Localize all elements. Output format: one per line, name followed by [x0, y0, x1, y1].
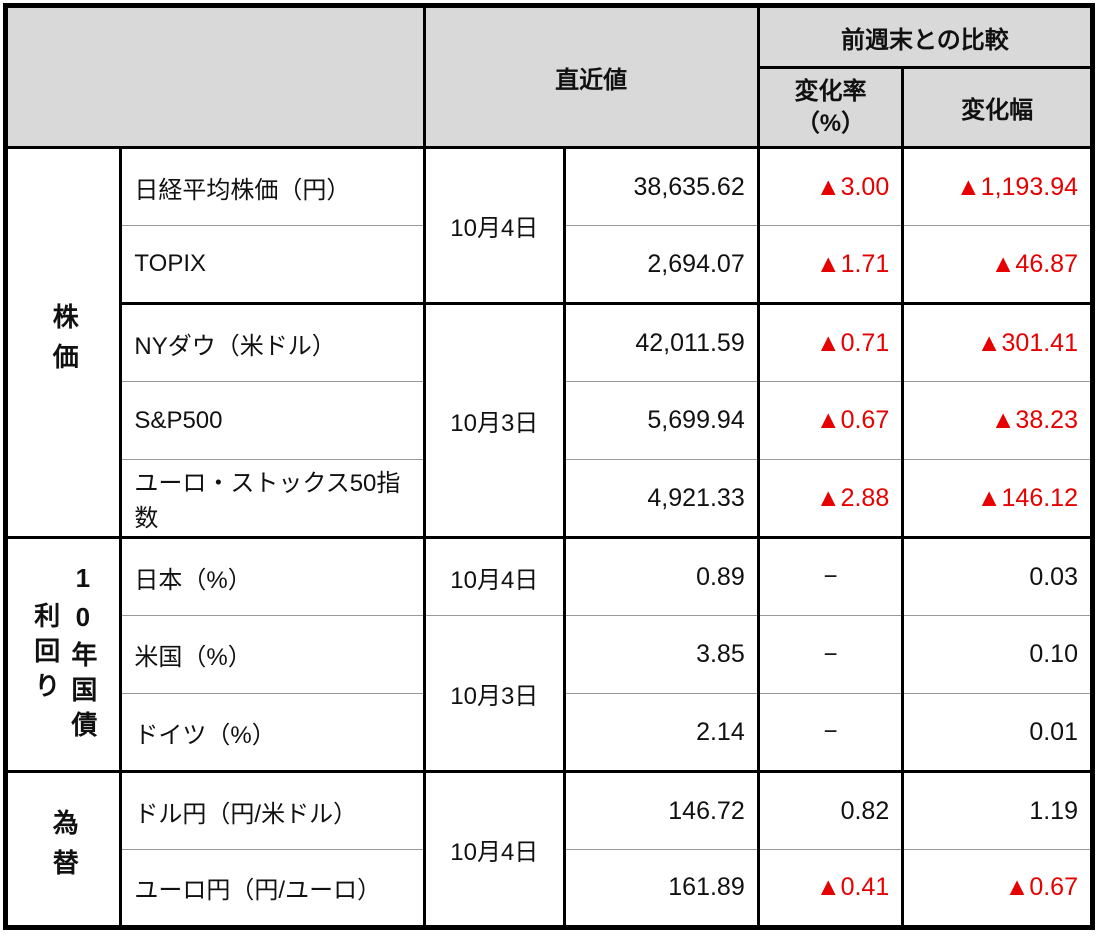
instrument-name: ドル円（円/米ドル） — [119, 770, 426, 850]
instrument-name: TOPIX — [119, 225, 426, 304]
instrument-name: ユーロ円（円/ユーロ） — [119, 849, 426, 928]
observation-date: 10月3日 — [422, 615, 567, 772]
table-row: ユーロ・ストックス50指数 4,921.33 ▲2.88 ▲146.12 — [6, 459, 1094, 538]
change-width-cell: 0.03 — [901, 536, 1094, 616]
table-row: 為替 ドル円（円/米ドル） 10月4日 146.72 0.82 1.19 — [3, 770, 1094, 928]
change-rate-cell: − — [756, 536, 905, 616]
change-width-cell: 1.19 — [901, 770, 1094, 850]
table-row: 利回り 10年国債 日本（%） 10月4日 0.89 − 0.03 — [3, 536, 1094, 772]
change-width-cell: 0.01 — [901, 693, 1094, 772]
table-row: ユーロ円（円/ユーロ） 161.89 ▲0.41 ▲0.67 — [6, 849, 1094, 928]
observation-date: 10月4日 — [422, 536, 567, 616]
observation-date: 10月4日 — [422, 147, 567, 304]
latest-value-cell: 5,699.94 — [563, 381, 760, 460]
change-rate-cell: ▲0.71 — [756, 302, 905, 382]
latest-value-cell: 2.14 — [563, 693, 760, 772]
table-row: 米国（%） 10月3日 3.85 − 0.10 — [6, 615, 1094, 772]
group-label-stocks: 株価 — [3, 147, 123, 538]
instrument-name: 米国（%） — [119, 615, 426, 694]
latest-value-cell: 42,011.59 — [563, 302, 760, 382]
table-row: ドイツ（%） 2.14 − 0.01 — [6, 693, 1094, 772]
observation-date: 10月3日 — [422, 302, 567, 538]
change-rate-cell: − — [756, 615, 905, 694]
latest-value-cell: 146.72 — [563, 770, 760, 850]
group-label-bond-yield: 利回り 10年国債 — [3, 536, 123, 772]
latest-value-cell: 4,921.33 — [563, 459, 760, 538]
header-change-rate: 変化率 （%） — [756, 66, 905, 149]
latest-value-cell: 161.89 — [563, 849, 760, 928]
change-rate-cell: ▲2.88 — [756, 459, 905, 538]
group-label-bond-yield-right: 10年国債 — [67, 563, 98, 746]
latest-value-cell: 3.85 — [563, 615, 760, 694]
change-width-cell: ▲1,193.94 — [901, 147, 1094, 226]
table-row: 株価 日経平均株価（円） 10月4日 38,635.62 ▲3.00 ▲1,19… — [3, 147, 1094, 538]
change-width-cell: 0.10 — [901, 615, 1094, 694]
observation-date: 10月4日 — [422, 770, 567, 928]
latest-value-cell: 2,694.07 — [563, 225, 760, 304]
group-label-bond-yield-left: 利回り — [30, 602, 61, 707]
table-row: NYダウ（米ドル） 10月3日 42,011.59 ▲0.71 ▲301.41 — [6, 302, 1094, 538]
instrument-name: 日本（%） — [119, 536, 426, 616]
instrument-name: ユーロ・ストックス50指数 — [119, 459, 426, 538]
market-summary-table: 直近値 前週末との比較 変化率 （%） 変化幅 株価 日経平均株価（円） 10月… — [3, 3, 1095, 930]
change-rate-cell: ▲0.67 — [756, 381, 905, 460]
header-change-rate-line2: （%） — [795, 109, 866, 137]
group-label-fx: 為替 — [3, 770, 123, 928]
change-width-cell: ▲0.67 — [901, 849, 1094, 928]
instrument-name: NYダウ（米ドル） — [119, 302, 426, 382]
change-rate-cell: ▲3.00 — [756, 147, 905, 226]
latest-value-cell: 38,635.62 — [563, 147, 760, 226]
change-width-cell: ▲38.23 — [901, 381, 1094, 460]
header-change-width: 変化幅 — [901, 66, 1094, 149]
change-rate-cell: 0.82 — [756, 770, 905, 850]
instrument-name: ドイツ（%） — [119, 693, 426, 772]
change-rate-cell: ▲1.71 — [756, 225, 905, 304]
table-row: S&P500 5,699.94 ▲0.67 ▲38.23 — [6, 381, 1094, 460]
group-label-stocks-text: 株価 — [49, 302, 80, 383]
instrument-name: 日経平均株価（円） — [119, 147, 426, 226]
instrument-name: S&P500 — [119, 381, 426, 460]
latest-value-cell: 0.89 — [563, 536, 760, 616]
change-rate-cell: ▲0.41 — [756, 849, 905, 928]
group-label-fx-text: 為替 — [49, 809, 80, 889]
table-row: TOPIX 2,694.07 ▲1.71 ▲46.87 — [6, 225, 1094, 304]
change-width-cell: ▲301.41 — [901, 302, 1094, 382]
header-change-rate-line1: 変化率 — [794, 78, 867, 106]
header-comparison-prev-weekend: 前週末との比較 — [756, 4, 1095, 69]
change-width-cell: ▲46.87 — [901, 225, 1094, 304]
change-width-cell: ▲146.12 — [901, 459, 1094, 538]
change-rate-cell: − — [756, 693, 905, 772]
header-corner-cell — [4, 4, 426, 149]
header-latest-value: 直近値 — [422, 4, 760, 149]
